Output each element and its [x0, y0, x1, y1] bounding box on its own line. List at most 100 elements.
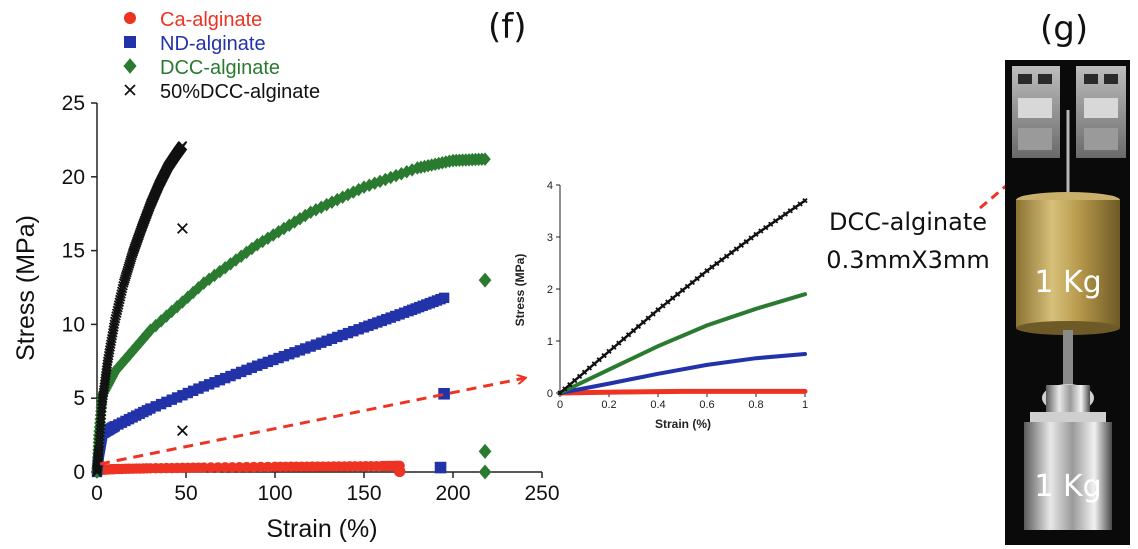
main-y-tick-label: 20 — [62, 166, 85, 189]
data-point — [284, 349, 295, 360]
data-point — [621, 336, 627, 342]
main-y-tick-label: 25 — [62, 92, 85, 115]
inset-chart: 0 0.2 0.4 0.6 0.8 1 0 1 2 3 4 Strain (%) Stress (M… — [513, 180, 808, 431]
inset-y-tick-label: 3 — [547, 232, 553, 244]
data-point — [353, 324, 364, 335]
data-point — [562, 386, 568, 392]
photo-annotation-dimensions: 0.3mmX3mm — [826, 246, 989, 274]
data-point — [390, 168, 402, 183]
data-point — [342, 187, 354, 202]
zoom-arrow — [99, 378, 525, 466]
data-point — [777, 214, 784, 221]
inset-series-50-dcc-alginate-markers — [557, 197, 808, 396]
data-point — [645, 315, 651, 321]
data-point — [310, 339, 322, 350]
data-point — [187, 385, 199, 397]
data-point — [625, 332, 632, 338]
data-point — [684, 283, 691, 290]
main-x-tick-label: 50 — [174, 482, 197, 505]
data-point — [753, 231, 759, 238]
data-point — [305, 341, 316, 352]
main-x-axis-label: Strain (%) — [266, 515, 377, 543]
data-point — [714, 260, 720, 267]
data-point — [581, 369, 588, 375]
main-y-tick-label: 10 — [62, 313, 85, 336]
legend-label: DCC-alginate — [160, 57, 280, 79]
data-point — [262, 356, 274, 368]
series-ca-alginate — [91, 460, 406, 478]
inset-x-tick-label: 0.2 — [601, 399, 616, 411]
data-point — [294, 211, 306, 226]
main-x-tick-label: 100 — [257, 482, 292, 505]
main-series — [91, 140, 492, 480]
main-x-tick-label: 250 — [524, 482, 559, 505]
data-point — [374, 174, 386, 189]
data-point — [337, 329, 348, 341]
data-point — [772, 218, 779, 224]
inset-x-tick-label: 0.4 — [650, 399, 665, 411]
main-x-tick-label: 0 — [91, 482, 103, 505]
data-point — [166, 394, 177, 405]
panel-label-f: (f) — [488, 7, 527, 47]
data-point — [363, 178, 376, 192]
data-point — [797, 201, 803, 207]
data-point — [177, 140, 188, 151]
inset-series-50-dcc-alginate — [558, 199, 807, 395]
data-point — [438, 292, 450, 304]
inset-y-axis-label: Stress (MPa) — [513, 254, 527, 327]
outlier-point — [478, 443, 492, 459]
data-point — [230, 368, 242, 380]
data-point — [479, 152, 491, 166]
outlier-point — [478, 464, 492, 480]
main-legend: Ca-alginateND-alginateDCC-alginate50%DCC… — [123, 9, 320, 103]
data-point — [300, 343, 311, 354]
data-point — [193, 383, 204, 394]
legend-marker — [124, 12, 136, 24]
inset-y-tick-label: 2 — [547, 284, 553, 296]
main-x-tick-label: 150 — [346, 482, 381, 505]
data-point — [246, 362, 258, 373]
outlier-point — [438, 387, 450, 400]
data-point — [586, 365, 593, 371]
data-point — [670, 295, 676, 301]
main-y-axis-label: Stress (MPa) — [12, 215, 40, 361]
data-point — [719, 257, 725, 263]
photo-annotation-name: DCC-alginate — [829, 208, 987, 236]
data-point — [738, 242, 744, 248]
data-point — [567, 382, 573, 388]
data-point — [748, 235, 754, 241]
data-point — [557, 390, 563, 396]
data-point — [294, 345, 306, 356]
data-point — [161, 396, 172, 408]
legend-marker — [123, 58, 137, 74]
data-point — [758, 228, 764, 234]
data-point — [268, 354, 279, 366]
data-point — [273, 352, 284, 364]
data-point — [214, 374, 226, 386]
data-point — [743, 239, 749, 245]
data-point — [241, 364, 252, 376]
data-point — [709, 264, 715, 270]
data-point — [655, 307, 661, 313]
data-point — [660, 303, 666, 309]
outlier-point — [434, 461, 447, 474]
legend-label: ND-alginate — [160, 33, 266, 55]
data-point — [630, 327, 637, 334]
legend-marker — [124, 84, 136, 96]
data-point — [252, 360, 263, 371]
inset-x-tick-label: 1 — [802, 399, 808, 411]
steel-weight: 1 Kg — [1024, 330, 1112, 530]
inset-series-dcc-alginate — [558, 292, 807, 395]
data-point — [278, 350, 290, 362]
weight-top-label: 1 Kg — [1034, 265, 1101, 300]
series-50-dcc-alginate — [92, 140, 188, 477]
data-point — [699, 272, 705, 278]
series-nd-alginate — [91, 292, 450, 478]
data-point — [315, 200, 327, 214]
data-point — [640, 319, 646, 325]
legend-label: 50%DCC-alginate — [160, 81, 320, 103]
data-point — [601, 352, 607, 359]
data-point — [704, 268, 710, 274]
data-point — [611, 344, 617, 350]
